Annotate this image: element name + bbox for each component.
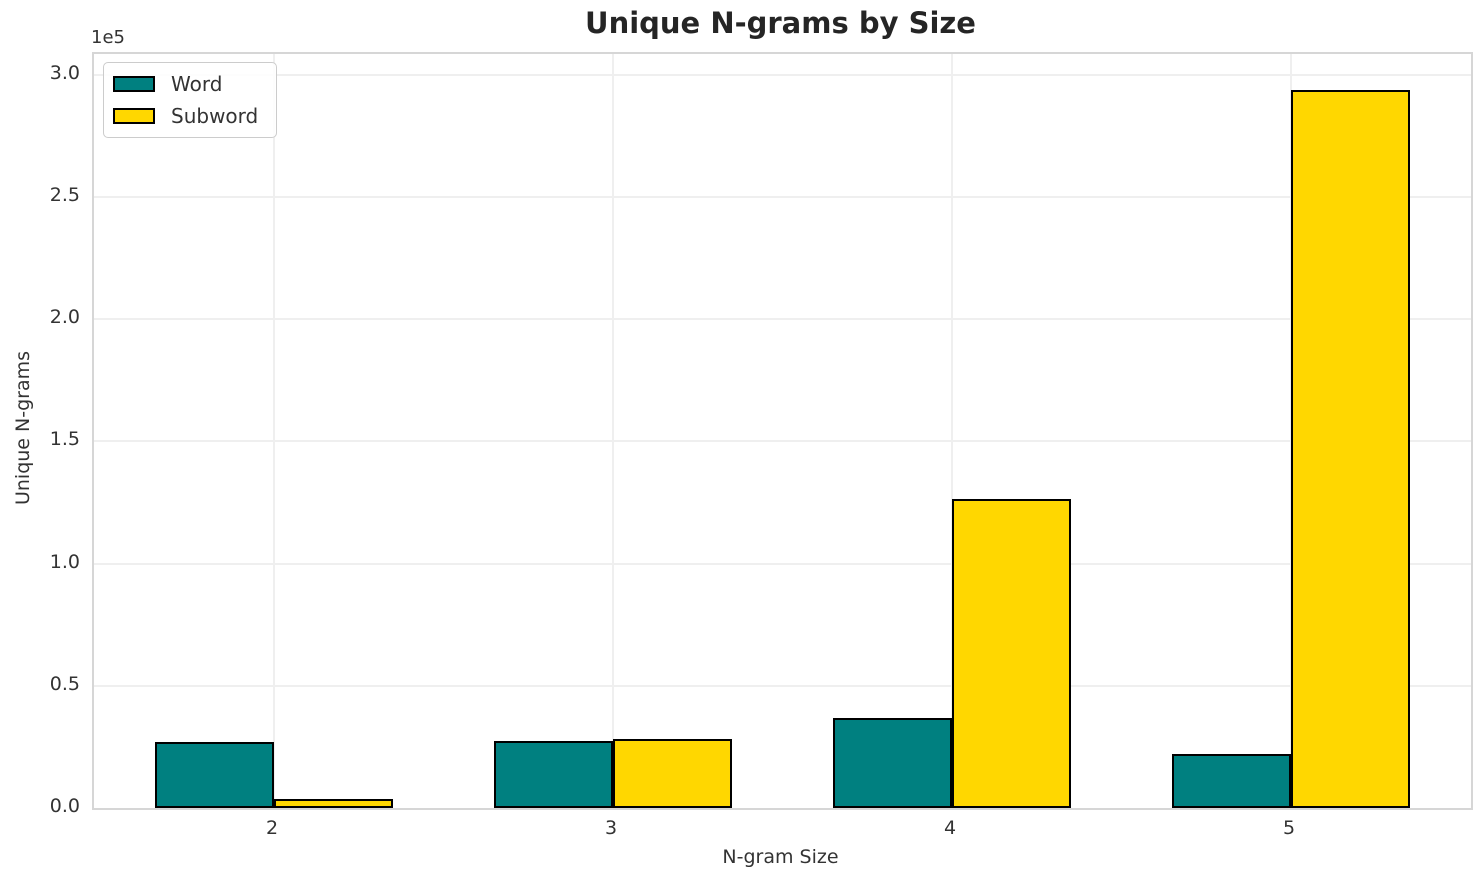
bar-subword-n5 <box>1291 90 1410 808</box>
y-tick-1.5: 1.5 <box>49 428 80 451</box>
bar-word-n3 <box>494 741 613 808</box>
chart-title: Unique N-grams by Size <box>585 6 976 40</box>
gridline-x-4 <box>951 54 953 808</box>
gridline-y-1.5 <box>94 440 1471 443</box>
legend-label-word: Word <box>171 72 223 96</box>
gridline-y-1.0 <box>94 562 1471 565</box>
legend-item-word: Word <box>113 74 258 94</box>
bar-subword-n4 <box>952 499 1071 808</box>
gridline-y-2.0 <box>94 318 1471 321</box>
bar-word-n2 <box>155 742 274 808</box>
y-axis-offset-label: 1e5 <box>91 27 125 48</box>
gridline-y-0.5 <box>94 684 1471 687</box>
x-tick-3: 3 <box>604 817 618 839</box>
bar-word-n4 <box>833 718 952 808</box>
gridline-y-2.5 <box>94 195 1471 198</box>
y-tick-1.0: 1.0 <box>49 550 80 573</box>
gridline-x-3 <box>612 54 614 808</box>
gridline-y-3.0 <box>94 73 1471 76</box>
legend-label-subword: Subword <box>171 104 259 128</box>
y-tick-3.0: 3.0 <box>49 61 80 84</box>
bar-word-n5 <box>1172 754 1291 808</box>
word-series-swatch <box>113 76 155 92</box>
y-tick-2.5: 2.5 <box>49 183 80 206</box>
x-axis-label: N-gram Size <box>722 846 839 868</box>
y-tick-0.0: 0.0 <box>49 795 80 817</box>
legend-item-subword: Subword <box>113 106 258 126</box>
plot-area: Word Subword <box>92 52 1473 810</box>
x-tick-2: 2 <box>265 817 279 839</box>
bar-subword-n3 <box>613 739 732 808</box>
y-tick-0.5: 0.5 <box>49 672 80 695</box>
x-tick-5: 5 <box>1282 817 1296 839</box>
legend: Word Subword <box>103 62 278 138</box>
subword-series-swatch <box>113 108 155 124</box>
bar-subword-n2 <box>274 799 393 808</box>
y-tick-2.0: 2.0 <box>49 306 80 329</box>
x-tick-4: 4 <box>943 817 957 839</box>
gridline-x-2 <box>273 54 275 808</box>
